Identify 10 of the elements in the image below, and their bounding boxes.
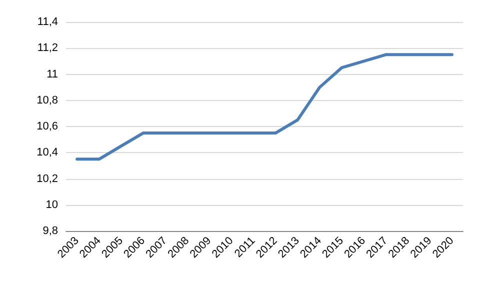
line-series xyxy=(76,53,454,161)
y-tick-label: 10 xyxy=(46,198,58,211)
y-tick-label: 11 xyxy=(46,68,58,80)
y-tick-label: 11,4 xyxy=(37,16,58,28)
y-tick-label: 10,6 xyxy=(36,120,58,132)
y-tick-label: 10,8 xyxy=(36,94,58,106)
y-tick-label: 9,8 xyxy=(42,225,58,237)
y-tick-label: 10,2 xyxy=(36,172,58,185)
y-tick-label: 10,4 xyxy=(36,146,58,159)
y-tick-label: 11,2 xyxy=(37,42,58,54)
